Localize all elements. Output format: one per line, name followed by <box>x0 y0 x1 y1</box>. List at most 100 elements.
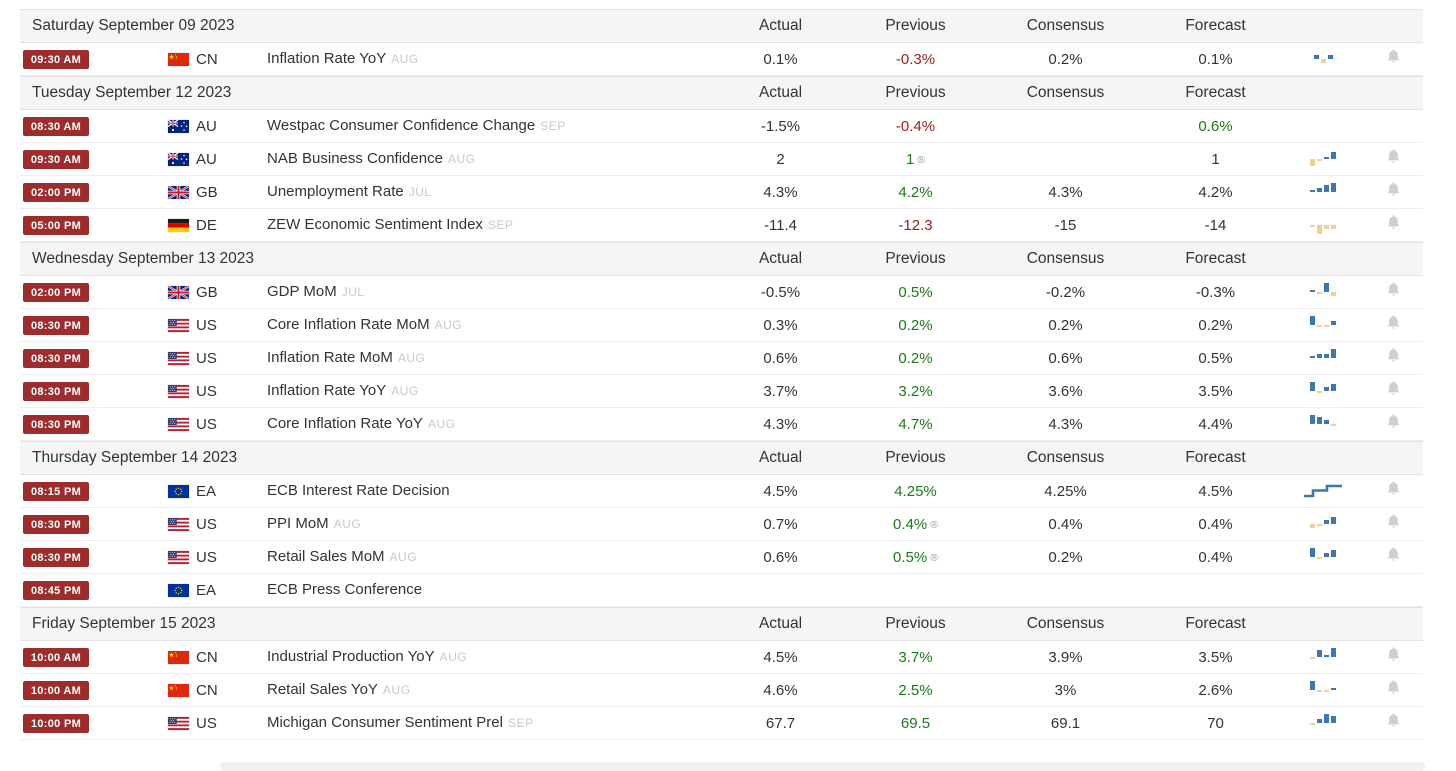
alert-bell-button[interactable] <box>1385 148 1402 166</box>
consensus-value: 3.9% <box>1048 648 1083 666</box>
sparkline-chart[interactable] <box>1300 513 1346 535</box>
actual-value: 0.6% <box>763 349 798 367</box>
sparkline-chart[interactable] <box>1300 314 1346 336</box>
country-code: AU <box>196 150 217 168</box>
sparkline-chart[interactable] <box>1300 679 1346 701</box>
alert-bell-button[interactable] <box>1385 413 1402 431</box>
sparkline-chart[interactable] <box>1300 646 1346 668</box>
spark-bar-negative <box>1310 657 1315 660</box>
bell-cell <box>1363 214 1423 237</box>
alert-bell-button[interactable] <box>1385 347 1402 365</box>
event-link[interactable]: Industrial Production YoY <box>267 648 435 665</box>
spark-bar-negative <box>1324 690 1329 693</box>
event-link[interactable]: ZEW Economic Sentiment Index <box>267 216 483 233</box>
flag-us-icon <box>168 318 189 332</box>
revised-icon: ® <box>917 153 926 166</box>
spark-bar-positive <box>1324 714 1329 723</box>
alert-bell-button[interactable] <box>1385 679 1402 697</box>
alert-bell-button[interactable] <box>1385 380 1402 398</box>
alert-bell-button[interactable] <box>1385 181 1402 199</box>
flag-ea-icon <box>168 484 189 498</box>
period-tag: AUG <box>391 52 419 66</box>
forecast-value: 0.2% <box>1198 316 1233 334</box>
event-link[interactable]: Inflation Rate MoM <box>267 349 393 366</box>
actual-value: -11.4 <box>763 216 798 234</box>
spark-bar-negative <box>1310 159 1315 166</box>
previous-value: 2.5% <box>898 681 933 699</box>
event-link[interactable]: Westpac Consumer Confidence Change <box>267 117 536 134</box>
period-tag: AUG <box>391 384 419 398</box>
calendar-event-row: 08:45 PM EA ECB Press Conference <box>20 574 1423 607</box>
sparkline-cell <box>1283 181 1363 203</box>
section-header-row: Tuesday September 12 2023 Actual Previou… <box>20 76 1423 110</box>
forecast-value: 70 <box>1207 714 1224 732</box>
spark-bar-positive <box>1324 283 1329 292</box>
previous-value: -12.3 <box>898 216 933 234</box>
sparkline-chart[interactable] <box>1300 281 1346 303</box>
sparkline-chart[interactable] <box>1300 181 1346 203</box>
time-cell: 08:45 PM <box>20 580 165 600</box>
event-cell: Inflation Rate YoY AUG <box>265 50 713 68</box>
sparkline-cell <box>1283 712 1363 734</box>
time-badge: 08:30 PM <box>23 414 89 434</box>
consensus-value: 4.3% <box>1048 183 1083 201</box>
sparkline-chart[interactable] <box>1300 214 1346 236</box>
consensus-value: 0.2% <box>1048 548 1083 566</box>
time-cell: 05:00 PM <box>20 215 165 235</box>
alert-bell-button[interactable] <box>1385 546 1402 564</box>
time-badge: 08:30 AM <box>23 116 89 136</box>
event-link[interactable]: Retail Sales MoM <box>267 548 385 565</box>
time-badge: 10:00 PM <box>23 713 89 733</box>
sparkline-chart[interactable] <box>1300 347 1346 369</box>
sparkline-chart[interactable] <box>1300 712 1346 734</box>
event-link[interactable]: Unemployment Rate <box>267 183 404 200</box>
country-code: CN <box>196 681 218 699</box>
previous-value: 69.5 <box>900 714 931 732</box>
alert-bell-button[interactable] <box>1385 480 1402 498</box>
period-tag: JUL <box>408 185 432 199</box>
economic-calendar-table: Saturday September 09 2023 Actual Previo… <box>20 9 1423 740</box>
sparkline-chart[interactable] <box>1300 380 1346 402</box>
country-code: US <box>196 714 217 732</box>
alert-bell-button[interactable] <box>1385 214 1402 232</box>
column-header-consensus: Consensus <box>1026 449 1105 466</box>
event-link[interactable]: Core Inflation Rate MoM <box>267 316 430 333</box>
country-code: US <box>196 316 217 334</box>
time-cell: 10:00 PM <box>20 713 165 733</box>
previous-value: 1 ® <box>905 150 926 168</box>
sparkline-chart[interactable] <box>1300 546 1346 568</box>
alert-bell-button[interactable] <box>1385 314 1402 332</box>
alert-bell-button[interactable] <box>1385 513 1402 531</box>
event-link[interactable]: PPI MoM <box>267 515 329 532</box>
event-link[interactable]: GDP MoM <box>267 283 337 300</box>
sparkline-chart[interactable] <box>1300 148 1346 170</box>
flag-us-icon <box>168 517 189 531</box>
column-header-actual: Actual <box>758 84 803 101</box>
spark-bar-positive <box>1310 189 1315 192</box>
alert-bell-button[interactable] <box>1385 646 1402 664</box>
event-link[interactable]: ECB Interest Rate Decision <box>267 482 450 499</box>
country-cell: AU <box>165 151 265 168</box>
event-link[interactable]: Core Inflation Rate YoY <box>267 415 423 432</box>
spark-bar-negative <box>1331 225 1336 230</box>
sparkline-chart[interactable] <box>1300 413 1346 435</box>
sparkline-chart[interactable] <box>1300 48 1346 70</box>
forecast-value: 0.6% <box>1198 117 1233 135</box>
time-cell: 02:00 PM <box>20 282 165 302</box>
alert-bell-button[interactable] <box>1385 712 1402 730</box>
event-link[interactable]: Inflation Rate YoY <box>267 382 387 399</box>
event-link[interactable]: ECB Press Conference <box>267 581 423 598</box>
alert-bell-button[interactable] <box>1385 281 1402 299</box>
time-cell: 10:00 AM <box>20 647 165 667</box>
time-badge: 09:30 AM <box>23 49 89 69</box>
event-cell: ECB Press Conference <box>265 581 713 599</box>
sparkline-chart[interactable] <box>1300 480 1346 502</box>
event-link[interactable]: Inflation Rate YoY <box>267 50 387 67</box>
event-cell: ECB Interest Rate Decision <box>265 482 713 500</box>
calendar-event-row: 08:30 AM AU Westpac Consumer Confidence … <box>20 110 1423 143</box>
event-link[interactable]: NAB Business Confidence <box>267 150 443 167</box>
alert-bell-button[interactable] <box>1385 48 1402 66</box>
forecast-value: 0.1% <box>1198 50 1233 68</box>
event-link[interactable]: Michigan Consumer Sentiment Prel <box>267 714 503 731</box>
event-link[interactable]: Retail Sales YoY <box>267 681 378 698</box>
